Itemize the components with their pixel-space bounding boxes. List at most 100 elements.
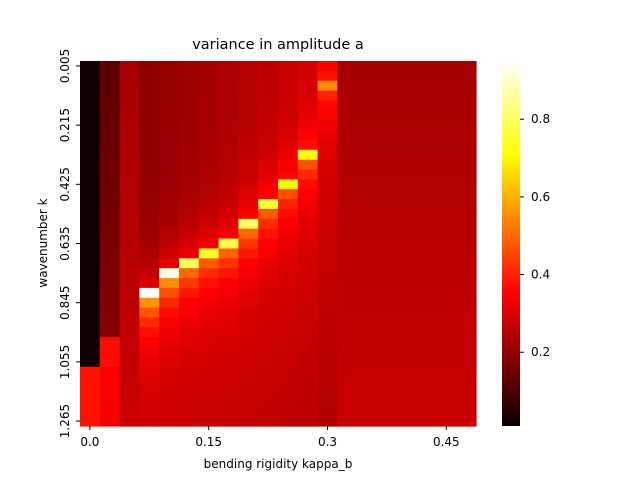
heatmap-cell (317, 80, 338, 92)
heatmap-cell (317, 396, 338, 407)
heatmap-cell (198, 149, 220, 161)
heatmap-cell (456, 406, 477, 417)
heatmap-cell (278, 278, 299, 289)
heatmap-cell (159, 70, 180, 82)
heatmap-cell (238, 159, 259, 171)
heatmap-cell (119, 218, 140, 230)
heatmap-cell (99, 90, 121, 102)
heatmap-cell (179, 228, 200, 240)
heatmap-cell (119, 396, 140, 407)
heatmap-cell (317, 337, 338, 348)
heatmap-cell (218, 139, 239, 151)
heatmap-cell (357, 61, 378, 72)
heatmap-cell (436, 258, 457, 269)
colorbar-tick-label: 0.2 (531, 345, 550, 359)
heatmap-cell (159, 268, 180, 279)
heatmap-cell (80, 258, 101, 269)
heatmap-cell (258, 356, 279, 368)
heatmap-cell (258, 61, 279, 72)
heatmap-cell (416, 159, 437, 171)
heatmap-cell (198, 248, 220, 259)
heatmap-cell (337, 366, 358, 378)
heatmap-cell (278, 218, 299, 230)
heatmap-cell (119, 80, 140, 92)
heatmap-cell (198, 208, 220, 220)
x-tick-label: 0.3 (318, 435, 337, 449)
heatmap-cell (396, 179, 418, 190)
heatmap-cell (139, 61, 160, 72)
heatmap-cell (159, 416, 180, 427)
heatmap-cell (456, 327, 477, 338)
heatmap-cell (436, 159, 457, 171)
heatmap-cell (357, 356, 378, 368)
heatmap-cell (238, 416, 259, 427)
heatmap-cell (377, 376, 398, 388)
heatmap-cell (317, 248, 338, 259)
heatmap-cell (377, 130, 398, 141)
heatmap-cell (198, 130, 220, 141)
heatmap-cell (337, 337, 358, 348)
heatmap-cell (179, 406, 200, 417)
heatmap-cell (278, 228, 299, 240)
heatmap-cell (179, 159, 200, 171)
heatmap-cell (99, 406, 121, 417)
heatmap-cell (456, 366, 477, 378)
heatmap-cell (377, 248, 398, 259)
heatmap-cell (357, 307, 378, 319)
heatmap-cell (238, 70, 259, 82)
heatmap-cell (99, 228, 121, 240)
heatmap-cell (258, 199, 279, 210)
heatmap-cell (396, 189, 418, 200)
heatmap-cell (99, 100, 121, 111)
heatmap-cell (416, 238, 437, 250)
heatmap-cell (357, 376, 378, 388)
heatmap-cell (99, 130, 121, 141)
heatmap-cell (218, 61, 239, 72)
heatmap-cell (218, 366, 239, 378)
heatmap-cell (337, 218, 358, 230)
heatmap-cell (139, 366, 160, 378)
heatmap-cell (377, 199, 398, 210)
heatmap-cell (337, 356, 358, 368)
heatmap-cell (396, 337, 418, 348)
heatmap-cell (337, 307, 358, 319)
heatmap-cell (278, 416, 299, 427)
heatmap-cell (436, 139, 457, 151)
heatmap-cell (80, 366, 101, 378)
heatmap-cell (396, 327, 418, 338)
heatmap-cell (456, 179, 477, 190)
heatmap-cell (258, 208, 279, 220)
heatmap-cell (139, 238, 160, 250)
heatmap-cell (436, 61, 457, 72)
heatmap-cell (99, 337, 121, 348)
heatmap-cell (337, 100, 358, 111)
heatmap-cell (159, 337, 180, 348)
heatmap-cell (80, 179, 101, 190)
heatmap-cell (258, 327, 279, 338)
heatmap-cell (179, 238, 200, 250)
heatmap-cell (198, 356, 220, 368)
heatmap-cell (179, 179, 200, 190)
heatmap-cell (218, 100, 239, 111)
heatmap-cell (218, 199, 239, 210)
heatmap-cell (317, 130, 338, 141)
heatmap-cell (99, 268, 121, 279)
heatmap-cell (357, 386, 378, 397)
heatmap-cell (119, 130, 140, 141)
heatmap-cell (238, 228, 259, 240)
heatmap-cell (278, 248, 299, 259)
heatmap-cell (198, 70, 220, 82)
heatmap-cell (238, 120, 259, 131)
heatmap-cell (119, 199, 140, 210)
heatmap-cell (179, 347, 200, 358)
colorbar (502, 61, 520, 426)
heatmap-cell (139, 169, 160, 180)
heatmap-cell (377, 159, 398, 171)
heatmap-cell (80, 307, 101, 319)
heatmap-cell (238, 287, 259, 299)
heatmap-cell (218, 406, 239, 417)
heatmap-cell (258, 120, 279, 131)
heatmap-cell (396, 149, 418, 161)
heatmap-cell (377, 278, 398, 289)
heatmap-cell (278, 258, 299, 269)
